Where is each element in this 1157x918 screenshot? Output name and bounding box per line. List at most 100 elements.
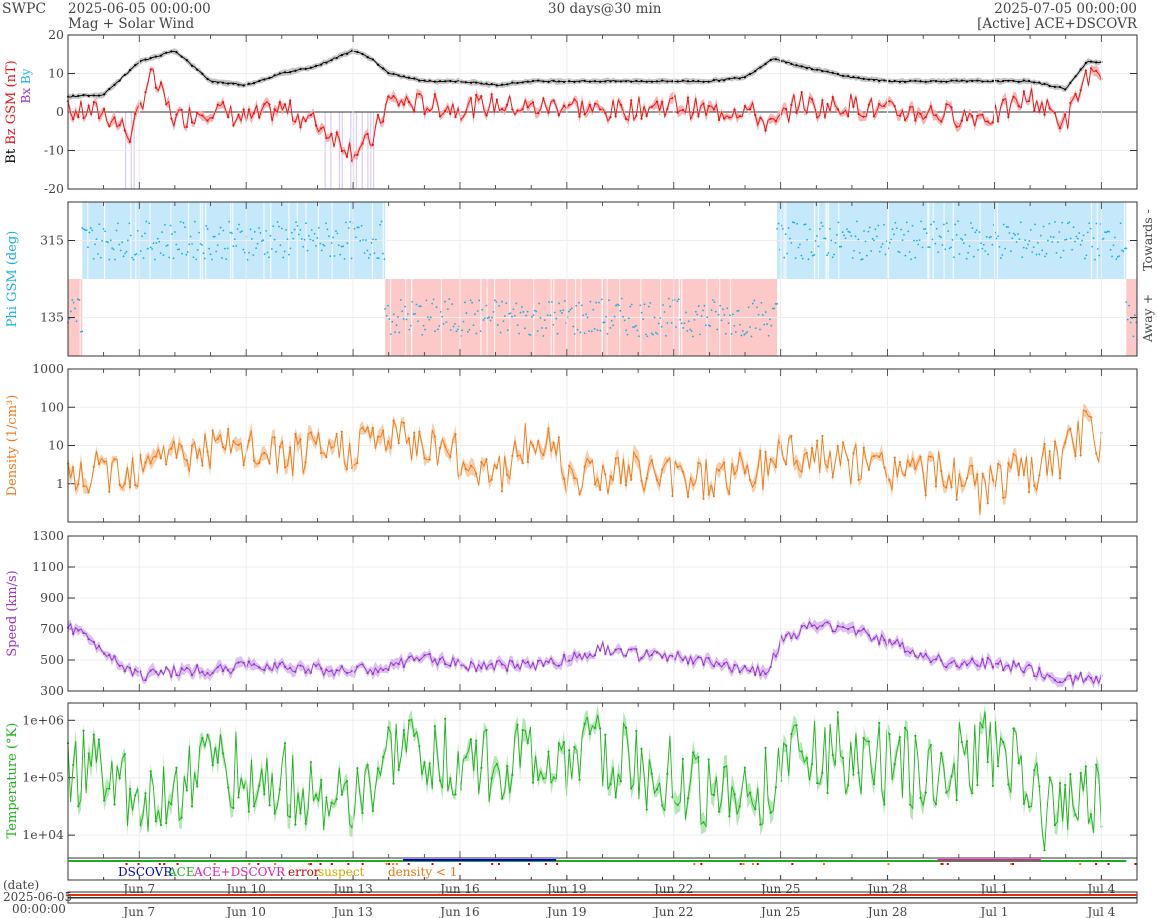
phi-point bbox=[97, 253, 99, 255]
mag-bz-point bbox=[728, 116, 731, 119]
phi-point bbox=[1056, 241, 1059, 244]
mag-bz-point bbox=[144, 91, 147, 94]
density-point bbox=[475, 472, 478, 475]
mag-bt-point bbox=[857, 76, 860, 79]
density-point bbox=[816, 439, 819, 442]
phi-point bbox=[436, 328, 439, 331]
mag-bz-point bbox=[599, 108, 602, 111]
temperature-point bbox=[330, 801, 333, 804]
status-flag bbox=[756, 863, 759, 865]
mag-bt-point bbox=[568, 80, 571, 83]
phi-point bbox=[391, 320, 394, 323]
phi-point bbox=[868, 226, 871, 229]
mag-bt-point bbox=[1058, 85, 1062, 89]
phi-point bbox=[570, 307, 573, 310]
speed-point bbox=[748, 670, 752, 673]
phi-point bbox=[249, 228, 252, 231]
mag-ylabel: Bt Bz GSM (nT) bbox=[4, 60, 19, 163]
phi-point bbox=[1095, 222, 1098, 225]
phi-point bbox=[231, 232, 233, 235]
temperature-point bbox=[232, 806, 235, 810]
phi-point bbox=[560, 311, 563, 314]
phi-point bbox=[1018, 238, 1021, 240]
temperature-point bbox=[929, 743, 932, 747]
speed-point bbox=[960, 663, 963, 666]
phi-point bbox=[367, 256, 370, 259]
mag-bt-point bbox=[971, 79, 974, 82]
speed-point bbox=[557, 664, 560, 667]
phi-point bbox=[1062, 249, 1065, 252]
mag-bz-point bbox=[821, 99, 824, 102]
density-point bbox=[862, 446, 865, 449]
speed-point bbox=[92, 640, 95, 644]
mag-bt-point bbox=[593, 80, 597, 83]
phi-point bbox=[1069, 237, 1072, 240]
temperature-point bbox=[340, 793, 343, 796]
mag-ylabel-component: By bbox=[19, 68, 33, 84]
mag-bz-point bbox=[697, 115, 700, 118]
temperature-point bbox=[805, 756, 808, 760]
mag-bt-point bbox=[469, 81, 473, 84]
phi-point bbox=[243, 251, 246, 254]
mag-bt-point bbox=[655, 80, 659, 83]
phi-point bbox=[397, 316, 399, 318]
temperature-point bbox=[449, 777, 452, 780]
temperature-point bbox=[955, 798, 958, 802]
phi-point bbox=[1065, 238, 1068, 241]
density-point bbox=[77, 483, 80, 486]
phi-point bbox=[719, 304, 721, 307]
mag-bt-point bbox=[1069, 81, 1072, 84]
speed-point bbox=[190, 674, 194, 677]
phi-point bbox=[353, 227, 356, 230]
speed-point bbox=[283, 665, 287, 669]
x-tick-label-lower: Jun 25 bbox=[759, 905, 800, 918]
phi-point bbox=[85, 229, 88, 232]
mag-bz-point bbox=[578, 115, 581, 118]
phi-gap bbox=[619, 202, 621, 356]
temperature-point bbox=[666, 772, 669, 775]
density-point bbox=[1079, 454, 1082, 457]
phi-point bbox=[513, 315, 516, 317]
phi-point bbox=[306, 249, 309, 252]
density-point bbox=[216, 437, 219, 440]
phi-gap bbox=[681, 202, 683, 356]
phi-point bbox=[783, 256, 786, 259]
phi-point bbox=[330, 242, 333, 244]
phi-gap bbox=[270, 202, 272, 356]
phi-point bbox=[712, 299, 714, 301]
mag-bz-point bbox=[867, 103, 870, 106]
phi-point bbox=[465, 312, 468, 314]
mag-bt-point bbox=[965, 80, 969, 83]
mag-bz-point bbox=[118, 123, 121, 127]
mag-bt-point bbox=[108, 87, 111, 91]
phi-point bbox=[687, 320, 690, 323]
phi-point bbox=[799, 243, 801, 246]
temperature-point bbox=[490, 777, 493, 780]
phi-gap bbox=[205, 202, 207, 356]
phi-point bbox=[151, 248, 153, 250]
speed-point bbox=[294, 670, 297, 673]
status-flag bbox=[497, 863, 500, 865]
phi-point bbox=[642, 318, 645, 321]
phi-point bbox=[454, 322, 456, 325]
mag-bz-point bbox=[681, 108, 684, 112]
phi-point bbox=[865, 254, 868, 257]
mag-bt-point bbox=[433, 80, 436, 83]
phi-point bbox=[776, 227, 779, 230]
mag-bz-point bbox=[862, 115, 865, 118]
phi-point bbox=[820, 221, 823, 224]
phi-point bbox=[655, 331, 657, 334]
mag-bz-point bbox=[573, 98, 576, 101]
phi-point bbox=[639, 304, 642, 307]
temperature-point bbox=[1043, 849, 1046, 852]
mag-bz-point bbox=[1002, 98, 1005, 101]
status-ace-bar bbox=[68, 860, 1127, 862]
speed-point bbox=[872, 637, 876, 640]
speed-point bbox=[759, 673, 762, 677]
temperature-point bbox=[769, 811, 772, 814]
speed-point bbox=[790, 636, 793, 640]
mag-bt-point bbox=[454, 80, 457, 83]
mag-bz-point bbox=[335, 131, 338, 134]
temperature-point bbox=[986, 760, 989, 764]
phi-point bbox=[384, 308, 387, 310]
